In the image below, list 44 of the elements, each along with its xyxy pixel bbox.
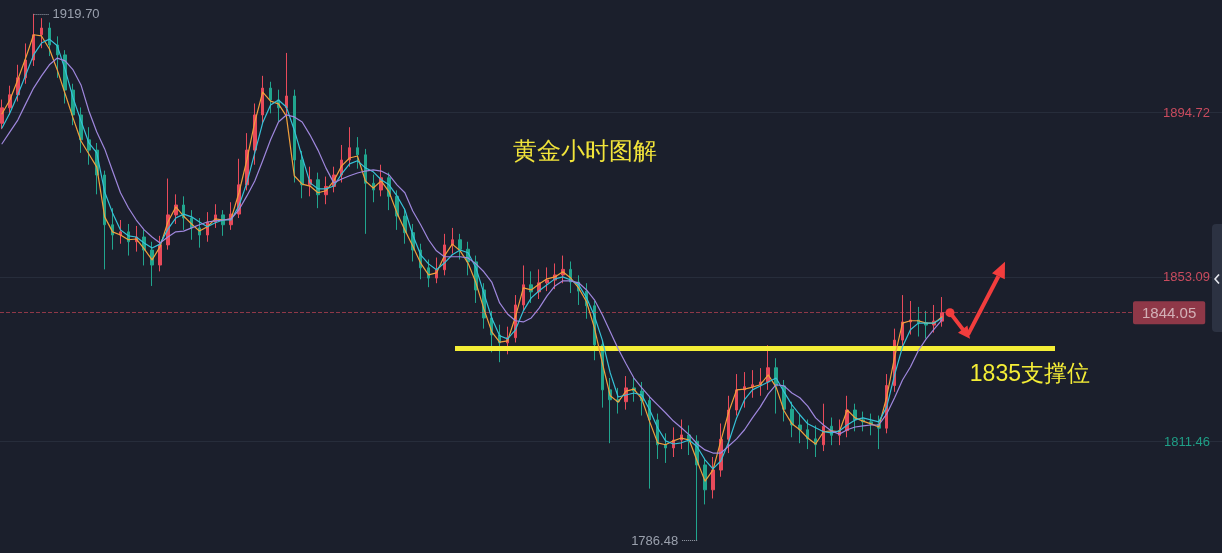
candlestick xyxy=(680,418,683,450)
candlestick xyxy=(300,150,304,199)
ref-line-label: 1844.05 xyxy=(1142,304,1197,322)
candlestick xyxy=(751,369,754,399)
annotation: 1786.48 xyxy=(631,532,679,548)
candlestick xyxy=(316,172,320,209)
candlestick xyxy=(664,432,667,464)
candlestick xyxy=(822,403,825,452)
candlestick xyxy=(451,227,454,255)
candlestick xyxy=(348,126,351,168)
y-tick-label: 1811.46 xyxy=(1163,433,1210,449)
candlestick xyxy=(703,458,707,505)
y-tick-label: 1894.72 xyxy=(1163,105,1210,120)
annotation: 1919.70 xyxy=(52,6,100,22)
candlestick xyxy=(158,235,162,272)
candlestick xyxy=(0,99,4,130)
candlestick xyxy=(711,456,715,499)
candlestick xyxy=(40,17,43,49)
candlestick xyxy=(119,219,122,245)
candlestick xyxy=(727,395,730,454)
candlestick xyxy=(798,413,802,444)
candlestick xyxy=(735,373,738,417)
candlestick xyxy=(356,136,359,170)
candlestick xyxy=(261,75,264,124)
candlestick xyxy=(790,401,794,438)
candlestick xyxy=(427,259,430,288)
candlestick xyxy=(901,294,904,347)
candlestick xyxy=(111,207,114,251)
candlestick xyxy=(743,371,746,409)
candlestick xyxy=(648,395,651,490)
candlestick xyxy=(293,89,296,183)
candlestick xyxy=(806,418,809,450)
y-tick-label: 1853.09 xyxy=(1163,269,1210,285)
candlestick xyxy=(909,300,912,336)
candlestick xyxy=(48,22,51,57)
candlestick xyxy=(529,270,533,304)
ref-line-label: 1835支撑位 xyxy=(969,359,1090,386)
candlestick xyxy=(206,211,209,243)
text: 黄金小时图解 xyxy=(513,136,657,164)
candlestick xyxy=(198,217,201,249)
candlestick xyxy=(545,266,549,292)
candlestick xyxy=(269,81,272,114)
candlestick xyxy=(458,233,462,261)
candlestick xyxy=(522,264,525,312)
